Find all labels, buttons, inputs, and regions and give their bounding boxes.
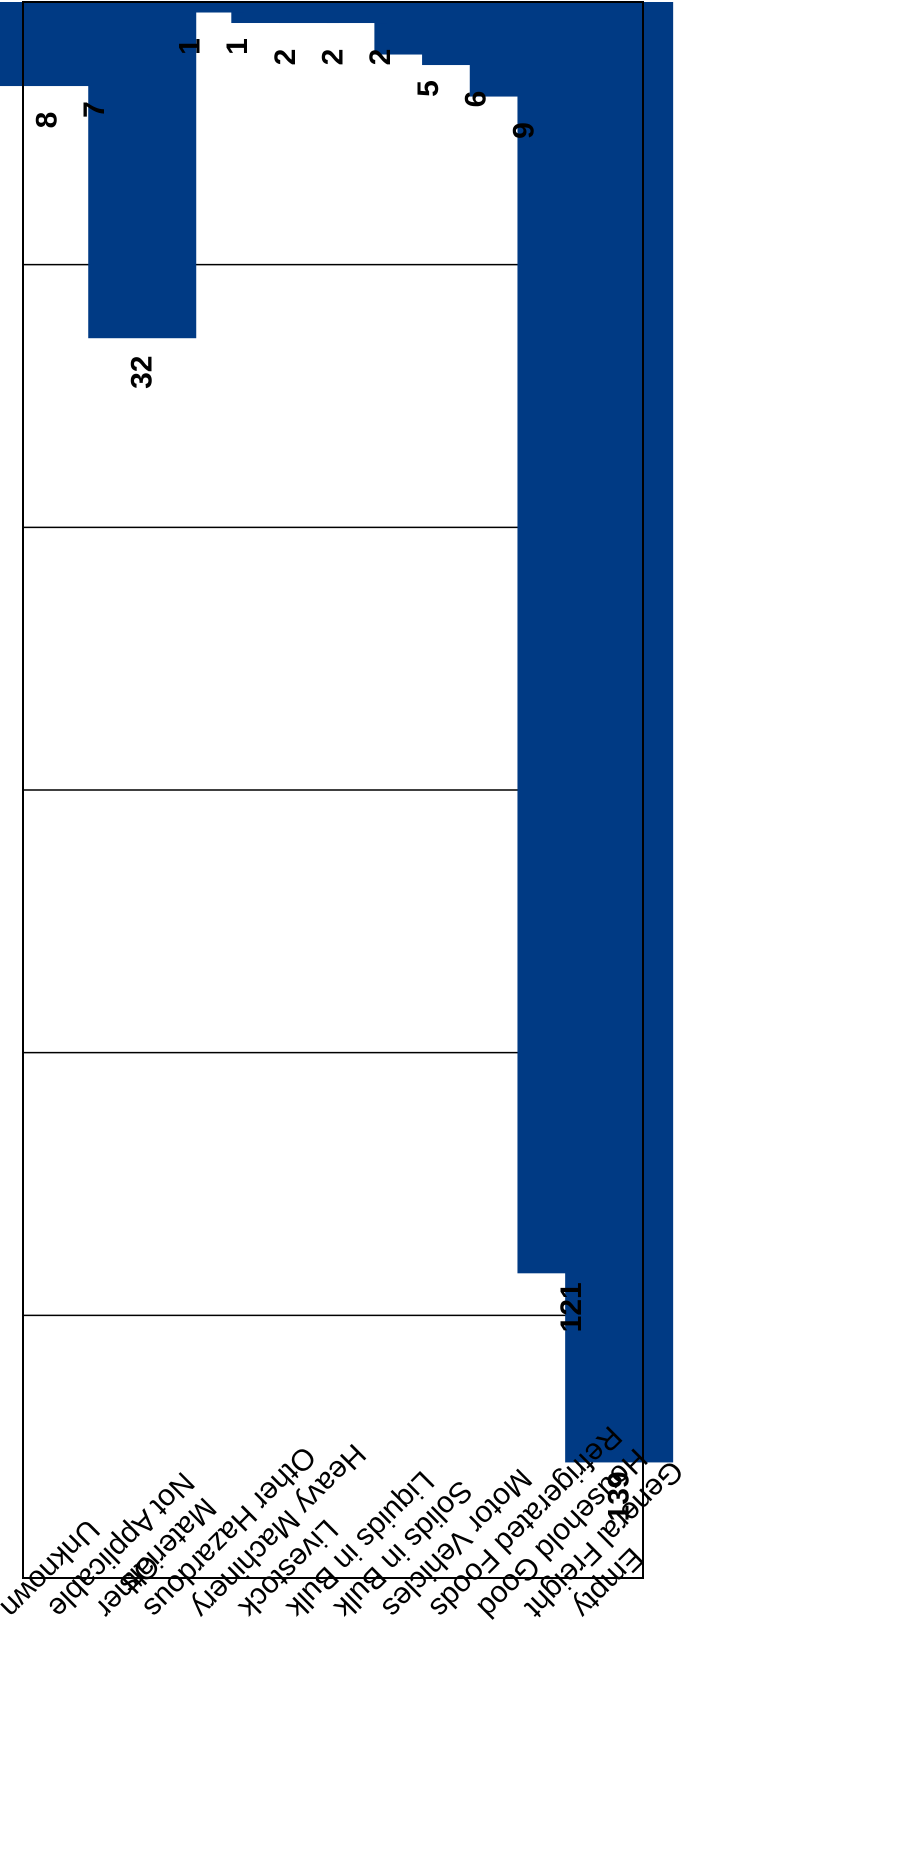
bar <box>0 2 101 87</box>
bars <box>0 2 674 1463</box>
bar <box>517 2 626 1274</box>
plot-frame <box>22 1 644 1579</box>
data-label: 139 <box>603 1471 636 1521</box>
data-label: 1 <box>221 38 254 55</box>
data-label: 7 <box>78 101 111 118</box>
y-tick-label: 150 <box>0 1553 2 1603</box>
y-tick-label: 25 <box>0 248 2 281</box>
y-tick-label: 125 <box>0 1290 2 1340</box>
y-tick-labels: 0 25 50 75 100 125 150 <box>0 0 2 1603</box>
y-tick-label: 75 <box>0 773 2 806</box>
data-label: 32 <box>126 356 159 389</box>
data-label: 2 <box>317 49 350 66</box>
data-label: 6 <box>460 91 493 108</box>
data-label: 2 <box>364 49 397 66</box>
data-label: 9 <box>507 122 540 139</box>
data-label: 1 <box>173 38 206 55</box>
y-tick-label: 0 <box>0 0 2 10</box>
data-label: 8 <box>30 112 63 129</box>
data-label: 2 <box>269 49 302 66</box>
data-label: 5 <box>412 80 445 97</box>
y-tick-label: 100 <box>0 1028 2 1078</box>
y-tick-label: 50 <box>0 511 2 544</box>
data-label: 121 <box>555 1282 588 1332</box>
